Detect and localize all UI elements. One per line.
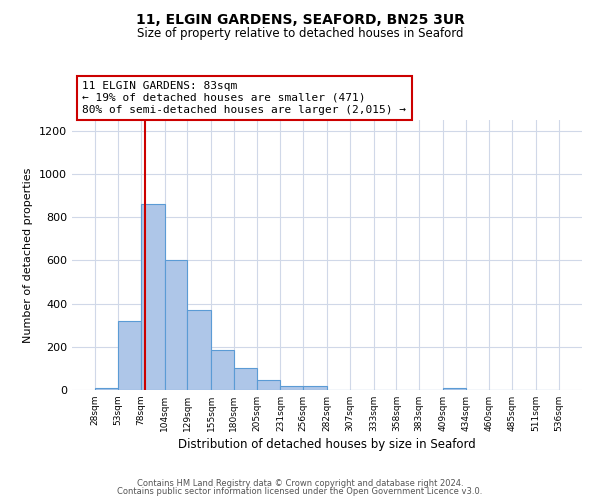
Bar (211, 350, 234, 390)
Y-axis label: Number of detached properties: Number of detached properties (23, 168, 34, 342)
Bar (443, 388, 466, 390)
Text: Size of property relative to detached houses in Seaford: Size of property relative to detached ho… (137, 28, 463, 40)
Bar (257, 380, 280, 390)
Bar (141, 204, 164, 390)
Bar (234, 368, 257, 390)
Bar (95, 388, 118, 390)
Bar (187, 310, 211, 390)
Text: 11, ELGIN GARDENS, SEAFORD, BN25 3UR: 11, ELGIN GARDENS, SEAFORD, BN25 3UR (136, 12, 464, 26)
Bar (280, 386, 303, 390)
Text: Contains HM Land Registry data © Crown copyright and database right 2024.: Contains HM Land Registry data © Crown c… (137, 478, 463, 488)
X-axis label: Distribution of detached houses by size in Seaford: Distribution of detached houses by size … (178, 438, 476, 451)
Bar (118, 321, 141, 390)
Text: 11 ELGIN GARDENS: 83sqm
← 19% of detached houses are smaller (471)
80% of semi-d: 11 ELGIN GARDENS: 83sqm ← 19% of detache… (82, 82, 406, 114)
Bar (164, 260, 187, 390)
Text: Contains public sector information licensed under the Open Government Licence v3: Contains public sector information licen… (118, 487, 482, 496)
Bar (303, 386, 327, 390)
